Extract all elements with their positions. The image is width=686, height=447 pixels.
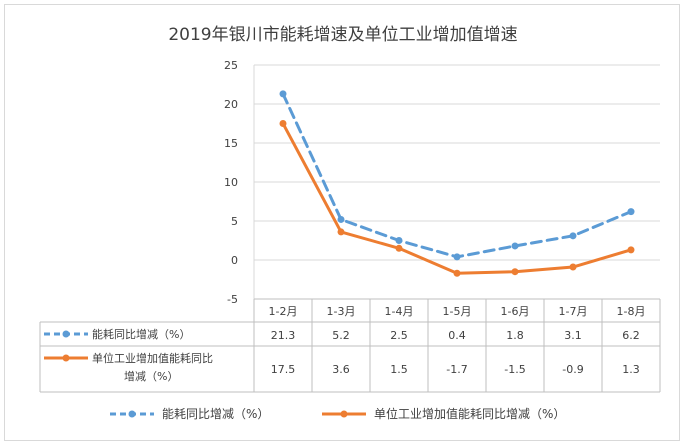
- series-line-1: [281, 122, 633, 275]
- legend: 能耗同比增减（%） 单位工业增加值能耗同比增减（%）: [110, 406, 565, 421]
- category-label: 1-2月: [269, 305, 298, 318]
- table-value: 5.2: [332, 329, 350, 342]
- table-value: -1.7: [446, 363, 467, 376]
- legend-key-unit-marker: [340, 410, 348, 418]
- data-point: [453, 253, 461, 261]
- legend-entry: 能耗同比增减（%）: [162, 407, 269, 421]
- data-point: [337, 215, 345, 223]
- table-value: 6.2: [622, 329, 640, 342]
- legend-key-energy-marker: [128, 410, 136, 418]
- table-value: 17.5: [271, 363, 296, 376]
- data-point: [627, 208, 635, 216]
- y-axis-ticks: 25 20 15 10 5 0 -5: [224, 59, 238, 306]
- table-key-unit-marker: [62, 354, 70, 362]
- table-value: 21.3: [271, 329, 296, 342]
- data-point: [627, 246, 635, 254]
- table-row-label: 增减（%）: [124, 369, 178, 383]
- table-value: 2.5: [390, 329, 408, 342]
- table-value: 3.1: [564, 329, 582, 342]
- data-point: [511, 242, 519, 250]
- category-label: 1-7月: [559, 305, 588, 318]
- chart-title: 2019年银川市能耗增速及单位工业增加值增速: [168, 25, 517, 45]
- y-tick-label: 0: [231, 254, 238, 267]
- category-label: 1-6月: [501, 305, 530, 318]
- category-label: 1-8月: [617, 305, 646, 318]
- data-point: [569, 263, 577, 271]
- data-point: [453, 269, 461, 277]
- table-value: -0.9: [562, 363, 583, 376]
- table-row-label: 能耗同比增减（%）: [92, 327, 190, 341]
- table-key-energy-marker: [62, 330, 70, 338]
- data-table: 1-2月 1-3月 1-4月 1-5月 1-6月 1-7月 1-8月 21.3 5.2 2.5 0.…: [39, 298, 661, 393]
- data-point: [395, 237, 403, 244]
- data-point: [279, 90, 287, 98]
- data-point: [395, 244, 403, 252]
- category-label: 1-3月: [327, 305, 356, 318]
- table-value: 3.6: [332, 363, 350, 376]
- legend-entry: 单位工业增加值能耗同比增减（%）: [374, 406, 565, 421]
- y-tick-label: 25: [224, 59, 238, 72]
- category-label: 1-4月: [385, 305, 414, 318]
- y-tick-label: 5: [231, 215, 238, 228]
- data-point: [337, 228, 345, 236]
- y-tick-label: -5: [227, 293, 238, 306]
- series-layer: [279, 90, 635, 277]
- table-value: -1.5: [504, 363, 525, 376]
- series-line-0: [281, 92, 633, 259]
- y-tick-label: 15: [224, 137, 238, 150]
- y-tick-label: 10: [224, 176, 238, 189]
- data-point: [279, 120, 287, 127]
- category-label: 1-5月: [443, 305, 472, 318]
- table-value: 1.8: [506, 329, 524, 342]
- table-value: 1.3: [622, 363, 640, 376]
- table-row-label: 单位工业增加值能耗同比: [92, 351, 213, 365]
- table-value: 0.4: [448, 329, 466, 342]
- data-point: [511, 268, 519, 276]
- data-point: [569, 232, 577, 240]
- table-value: 1.5: [390, 363, 408, 376]
- y-tick-label: 20: [224, 98, 238, 111]
